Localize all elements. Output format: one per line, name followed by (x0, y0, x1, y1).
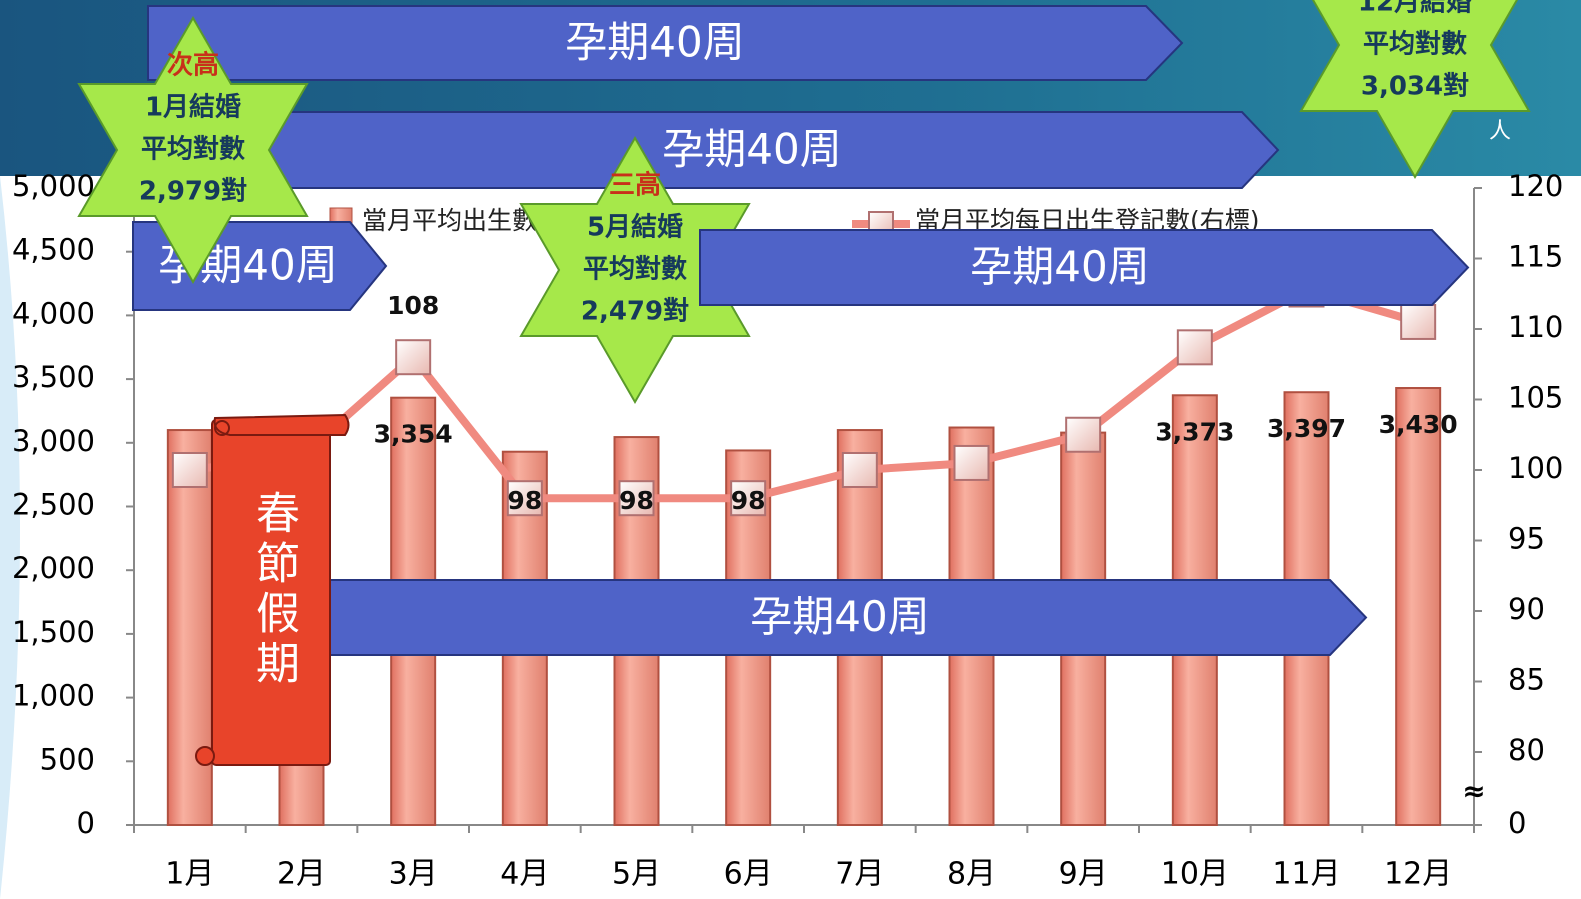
x-tick-label: 7月 (835, 857, 884, 892)
star-text: 三高 (609, 170, 661, 201)
line-marker (953, 444, 990, 481)
bar (1395, 387, 1442, 826)
line-marker (1400, 303, 1437, 340)
y-tick-label: 2,500 (12, 488, 95, 522)
y2-tick-label: 110 (1508, 310, 1563, 344)
star-text: 2,979對 (139, 177, 247, 207)
pregnancy-label: 孕期40周 (565, 18, 744, 67)
star-text: 12月結婚 (1358, 0, 1472, 18)
axis-break: ≈ (1462, 775, 1485, 808)
data-label: 3,354 (374, 420, 453, 449)
line-marker (1065, 416, 1102, 453)
x-tick-label: 1月 (165, 857, 214, 892)
line-marker (618, 480, 655, 517)
x-tick-label: 12月 (1384, 857, 1452, 892)
y2-tick-label: 115 (1508, 240, 1563, 274)
x-tick-label: 6月 (724, 857, 773, 892)
pregnancy-label: 孕期40周 (662, 125, 841, 174)
line-marker (395, 339, 432, 376)
star-text: 次高 (167, 50, 219, 81)
y-tick-label: 1,500 (12, 615, 95, 649)
line-marker (506, 480, 543, 517)
y-tick-label: 4,500 (12, 233, 95, 267)
y-tick-label: 2,000 (12, 551, 95, 585)
star-text: 1月結婚 (145, 92, 241, 123)
y2-tick-label: 100 (1508, 451, 1563, 485)
data-label: 98 (731, 486, 766, 515)
y-tick-label: 0 (77, 806, 95, 840)
y2-tick-label: 90 (1508, 592, 1545, 626)
data-label: 3,373 (1155, 417, 1234, 446)
side-wave (0, 176, 20, 899)
y-tick-label: 1,000 (12, 679, 95, 713)
star (77, 15, 309, 285)
x-tick-label: 5月 (612, 857, 661, 892)
y-tick-label: 3,000 (12, 424, 95, 458)
x-tick-label: 9月 (1059, 857, 1108, 892)
star (1299, 0, 1531, 180)
star-text: 3,034對 (1361, 72, 1469, 102)
pregnancy-arrow (699, 229, 1470, 306)
y-tick-label: 5,000 (12, 169, 95, 203)
star (519, 135, 751, 405)
star-text: 5月結婚 (587, 212, 683, 243)
scroll-curl (214, 420, 230, 436)
star-text: 2,479對 (581, 297, 689, 327)
x-tick-label: 3月 (389, 857, 438, 892)
y2-tick-label: 0 (1508, 806, 1526, 840)
line-marker (841, 452, 878, 488)
pregnancy-arrow (147, 5, 1184, 81)
pregnancy-label: 孕期40周 (750, 592, 929, 641)
x-tick-label: 10月 (1161, 857, 1229, 892)
data-label: 3,430 (1379, 410, 1458, 439)
line-marker (1176, 329, 1213, 366)
y2-tick-label: 85 (1508, 663, 1545, 697)
line-marker (171, 452, 208, 488)
x-tick-label: 4月 (500, 857, 549, 892)
data-label: 98 (619, 486, 654, 515)
pregnancy-label: 孕期40周 (970, 242, 1149, 291)
y2-tick-label: 95 (1508, 522, 1545, 556)
y2-tick-label: 105 (1508, 381, 1563, 415)
x-tick-label: 11月 (1272, 857, 1340, 892)
x-tick-label: 2月 (277, 857, 326, 892)
scroll-curl (213, 413, 350, 436)
y2-unit: 人 (1489, 119, 1511, 144)
scroll-curl (195, 746, 215, 766)
y-tick-label: 500 (40, 742, 95, 776)
y2-tick-label: 80 (1508, 733, 1545, 767)
star-text: 平均對數 (1363, 30, 1467, 60)
data-label: 98 (507, 486, 542, 515)
data-label: 108 (387, 291, 439, 320)
holiday-label: 春節假期 (248, 490, 299, 690)
y-tick-label: 4,000 (12, 296, 95, 330)
line (189, 285, 1420, 503)
star-text: 平均對數 (583, 255, 687, 285)
y-tick-label: 3,500 (12, 360, 95, 394)
x-tick-label: 8月 (947, 857, 996, 892)
line-marker (730, 480, 767, 517)
star-text: 平均對數 (141, 135, 245, 165)
y2-tick-label: 120 (1508, 169, 1563, 203)
data-label: 3,397 (1267, 414, 1346, 443)
